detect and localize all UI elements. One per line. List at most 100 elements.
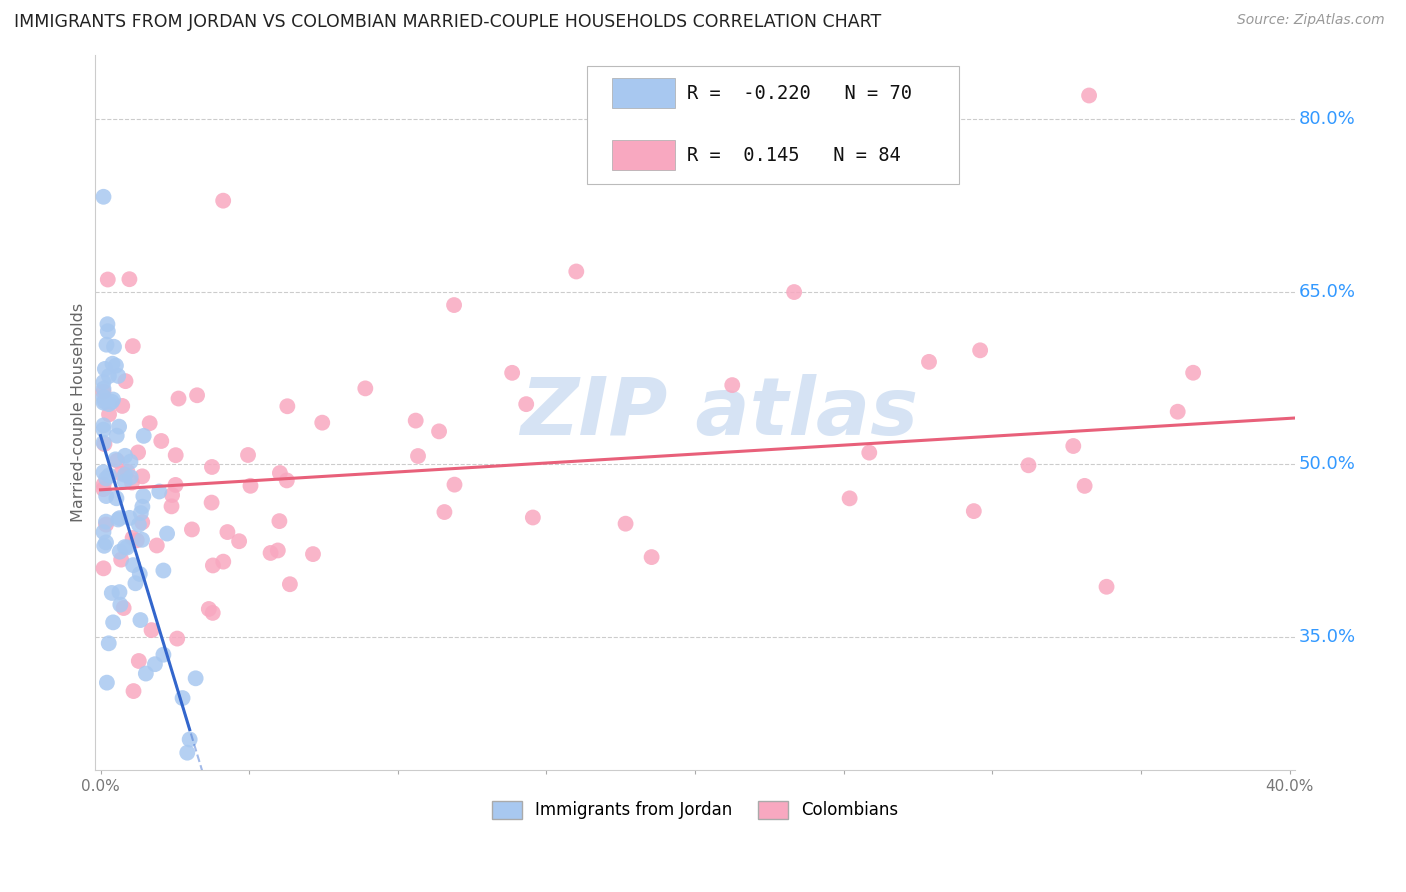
Point [228,534,250,549]
Point [93,384,115,399]
Point [93,418,115,433]
Point [156,526,179,541]
Point [93,561,115,575]
Point [179,732,201,747]
Point [311,416,333,430]
Point [302,547,325,561]
Point [132,489,155,503]
Point [128,566,150,581]
Text: 35.0%: 35.0% [1299,628,1357,647]
Point [217,524,239,539]
Point [121,339,143,353]
Point [97,272,120,286]
Point [212,194,235,208]
Point [201,606,224,620]
Point [165,478,187,492]
Point [93,190,115,204]
Point [129,506,152,520]
Point [176,746,198,760]
Point [1182,366,1205,380]
Point [101,392,124,407]
Point [181,523,204,537]
Point [107,368,129,383]
Text: R =  0.145   N = 84: R = 0.145 N = 84 [686,146,900,165]
Point [105,454,128,468]
Point [108,585,131,599]
Point [97,369,120,384]
Point [93,375,115,389]
Point [198,602,221,616]
Point [105,428,128,442]
Point [93,524,115,539]
Point [201,460,224,475]
Point [131,469,153,483]
Point [354,381,377,395]
Point [93,539,115,553]
Point [269,466,291,480]
Point [269,514,291,528]
Point [117,465,139,479]
Point [121,475,143,490]
Point [122,684,145,698]
Point [108,419,131,434]
Point [96,489,118,503]
Text: ZIP atlas: ZIP atlas [520,374,918,451]
Point [132,429,155,443]
Point [239,479,262,493]
Point [160,500,183,514]
Point [167,392,190,406]
Point [1073,479,1095,493]
Point [406,449,429,463]
Point [107,512,129,526]
Point [104,359,127,373]
Point [97,397,120,411]
Point [152,564,174,578]
Point [115,541,138,555]
Point [259,546,281,560]
Point [443,298,465,312]
Point [114,467,136,482]
Point [97,636,120,650]
Point [93,395,115,409]
Point [969,343,991,358]
Point [93,482,115,496]
Point [98,408,121,422]
Point [166,632,188,646]
Point [1062,439,1084,453]
Point [94,362,117,376]
Point [101,357,124,371]
Point [276,474,298,488]
Point [236,448,259,462]
Point [405,414,427,428]
Legend: Immigrants from Jordan, Colombians: Immigrants from Jordan, Colombians [485,794,904,826]
Point [433,505,456,519]
Point [858,445,880,459]
Point [96,471,118,485]
Point [118,511,141,525]
Point [93,465,115,479]
Point [640,550,662,565]
Point [131,533,153,547]
Point [93,394,115,409]
Point [101,615,124,630]
Text: 80.0%: 80.0% [1299,110,1355,128]
Point [103,340,125,354]
Point [96,675,118,690]
Point [131,516,153,530]
Point [172,691,194,706]
Point [150,434,173,448]
Point [125,533,148,548]
Point [184,671,207,685]
Point [110,552,132,566]
Point [565,264,588,278]
Point [112,601,135,615]
Point [128,654,150,668]
Point [201,558,224,573]
Point [97,324,120,338]
Point [93,382,115,396]
Point [276,399,298,413]
Point [963,504,986,518]
Point [94,517,117,532]
Point [918,355,941,369]
Point [114,475,136,489]
